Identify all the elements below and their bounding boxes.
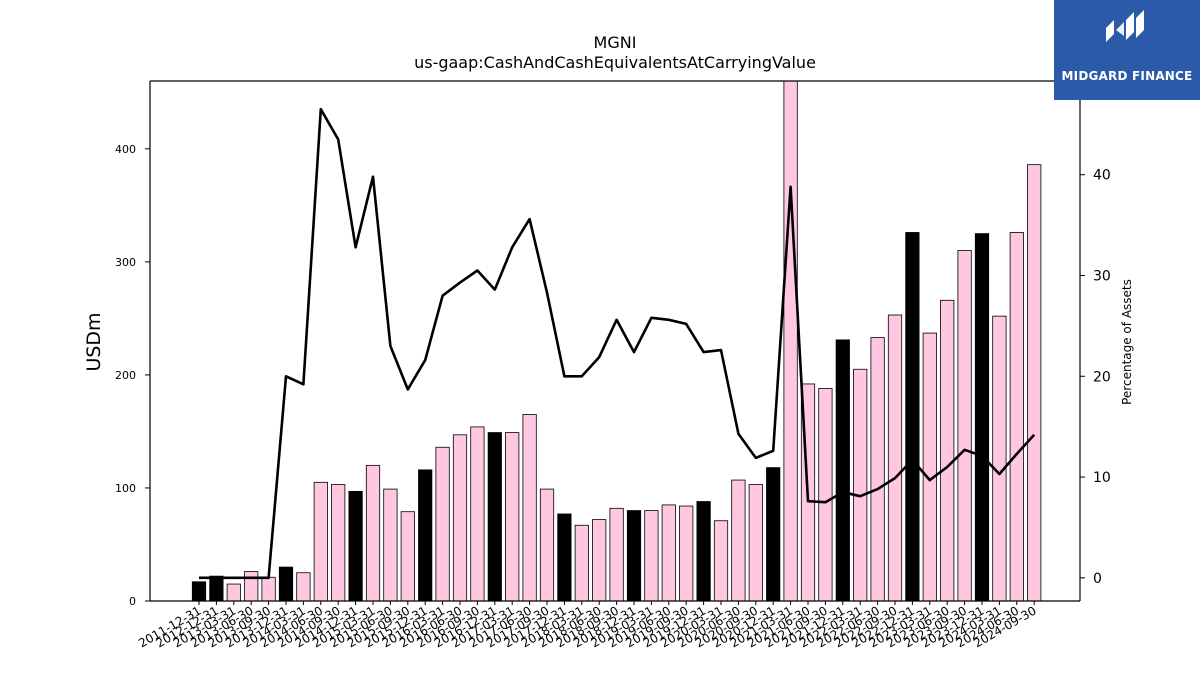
y-tick-label: 200 bbox=[115, 369, 136, 382]
bar bbox=[922, 332, 937, 602]
bar bbox=[731, 479, 746, 602]
bar bbox=[505, 432, 520, 602]
bar bbox=[609, 507, 624, 602]
bar bbox=[365, 464, 381, 602]
bar bbox=[992, 315, 1007, 602]
y2-axis-label: Percentage of Assets bbox=[1120, 279, 1134, 405]
brand-name: MIDGARD FINANCE bbox=[1061, 69, 1193, 83]
bar bbox=[626, 510, 642, 602]
bar bbox=[592, 519, 607, 602]
bar-series bbox=[191, 80, 1042, 602]
bar bbox=[209, 575, 224, 602]
y-axis-label: USDm bbox=[83, 312, 105, 372]
bar bbox=[418, 469, 433, 602]
bar bbox=[226, 583, 241, 602]
bar bbox=[957, 250, 972, 602]
bar bbox=[296, 572, 311, 602]
bar bbox=[244, 571, 259, 602]
bar bbox=[557, 513, 572, 602]
chart-subtitle: us-gaap:CashAndCashEquivalentsAtCarrying… bbox=[414, 53, 816, 72]
bar bbox=[383, 488, 398, 602]
y-tick-label: 400 bbox=[115, 143, 136, 156]
bar bbox=[1027, 164, 1042, 602]
line-series bbox=[199, 107, 1036, 580]
bar bbox=[470, 426, 485, 602]
bar bbox=[539, 488, 555, 602]
y2-tick-label: 30 bbox=[1093, 268, 1111, 284]
bar bbox=[644, 510, 659, 602]
bar bbox=[835, 339, 850, 602]
bar bbox=[870, 337, 885, 602]
bar bbox=[783, 80, 798, 602]
y-tick-label: 0 bbox=[129, 595, 136, 608]
bar bbox=[853, 368, 868, 602]
y2-tick-label: 10 bbox=[1093, 470, 1111, 486]
bar bbox=[261, 576, 276, 602]
chart-title: MGNI bbox=[593, 33, 637, 52]
axes: 01002003004000102030402011-12-312012-12-… bbox=[115, 80, 1111, 650]
bar bbox=[766, 467, 781, 602]
line-path bbox=[199, 107, 1036, 580]
brand-logo: MIDGARD FINANCE bbox=[1054, 0, 1200, 100]
bar bbox=[278, 566, 294, 602]
bar bbox=[522, 414, 537, 602]
bar bbox=[487, 432, 502, 602]
bar bbox=[400, 511, 415, 602]
bar bbox=[313, 481, 328, 602]
bar bbox=[905, 232, 920, 602]
bar bbox=[574, 524, 589, 602]
bar bbox=[191, 581, 207, 602]
bar bbox=[974, 233, 990, 602]
bar bbox=[748, 484, 763, 602]
y2-tick-label: 0 bbox=[1093, 571, 1102, 587]
bar bbox=[661, 504, 676, 602]
logo-mark-icon bbox=[1106, 10, 1144, 42]
bar bbox=[696, 501, 711, 602]
y2-tick-label: 20 bbox=[1093, 369, 1111, 385]
y-tick-label: 100 bbox=[115, 482, 136, 495]
bar bbox=[1009, 232, 1024, 602]
bar bbox=[331, 484, 346, 602]
bar bbox=[818, 388, 833, 602]
y2-tick-label: 40 bbox=[1093, 168, 1111, 184]
bar bbox=[452, 434, 468, 602]
y-tick-label: 300 bbox=[115, 256, 136, 269]
bar bbox=[348, 490, 363, 602]
bar bbox=[713, 520, 729, 602]
bar bbox=[940, 299, 955, 602]
bar bbox=[679, 505, 694, 602]
bar bbox=[887, 314, 903, 602]
bar bbox=[435, 446, 450, 602]
